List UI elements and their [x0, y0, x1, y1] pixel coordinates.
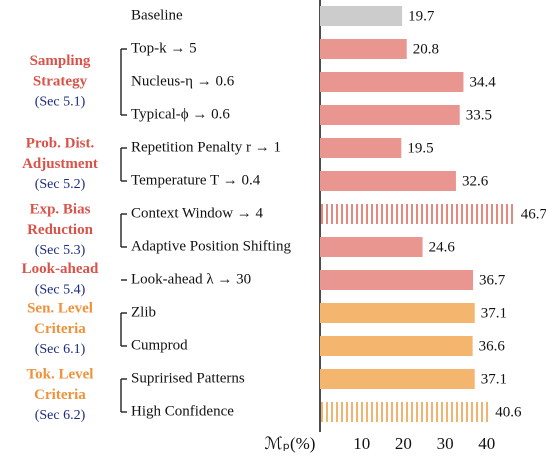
group-label: Look-ahead [22, 261, 99, 277]
category-label: Nucleus-η → 0.6 [131, 73, 235, 89]
bar [320, 105, 460, 125]
bar [320, 336, 473, 356]
group-label: Prob. Dist. [26, 135, 95, 151]
group-section: (Sec 5.2) [35, 177, 86, 192]
bar [320, 6, 403, 26]
x-tick-label: 40 [478, 434, 495, 453]
category-label: Typical-ϕ → 0.6 [131, 106, 230, 122]
group-section: (Sec 5.4) [35, 282, 86, 297]
value-label: 46.7 [521, 206, 546, 222]
group-label: Exp. Bias [30, 201, 91, 217]
group-label: Criteria [34, 387, 86, 403]
category-label: Context Window → 4 [131, 205, 264, 221]
value-label: 19.7 [408, 8, 435, 24]
bar [320, 204, 515, 224]
value-label: 40.6 [495, 404, 522, 420]
category-label: Cumprod [131, 337, 188, 353]
value-label: 36.6 [479, 338, 506, 354]
x-tick-label: 30 [437, 434, 454, 453]
bar [320, 138, 402, 158]
value-label: 36.7 [479, 272, 506, 288]
category-label: Suprirised Patterns [131, 370, 245, 386]
value-label: 34.4 [469, 74, 496, 90]
x-tick-label: 20 [395, 434, 412, 453]
x-axis-label: ℳₚ(%) [265, 434, 316, 453]
bar [320, 369, 475, 389]
group-label: Tok. Level [27, 366, 94, 382]
group-label: Strategy [33, 73, 88, 89]
category-label: Baseline [131, 7, 183, 23]
group-section: (Sec 5.1) [35, 95, 86, 110]
group-label: Reduction [27, 222, 93, 238]
bar [320, 72, 464, 92]
group-section: (Sec 6.2) [35, 408, 86, 423]
value-label: 37.1 [481, 371, 507, 387]
group-label: Adjustment [22, 156, 98, 172]
value-label: 24.6 [429, 239, 456, 255]
bar [320, 171, 456, 191]
bar [320, 39, 407, 59]
x-tick-label: 10 [353, 434, 370, 453]
category-label: Temperature T → 0.4 [131, 172, 261, 188]
category-label: High Confidence [131, 403, 234, 419]
category-label: Adaptive Position Shifting [131, 238, 292, 254]
group-label: Sampling [30, 53, 91, 69]
value-label: 20.8 [413, 41, 439, 57]
bar [320, 402, 490, 422]
category-label: Zlib [131, 304, 156, 320]
group-section: (Sec 6.1) [35, 342, 86, 357]
bar [320, 303, 475, 323]
bar [320, 270, 474, 290]
value-label: 37.1 [481, 305, 507, 321]
category-label: Top-k → 5 [131, 40, 197, 56]
category-label: Look-ahead λ → 30 [131, 271, 251, 287]
bar [320, 237, 423, 257]
value-label: 32.6 [462, 173, 489, 189]
group-label: Criteria [34, 321, 86, 337]
group-section: (Sec 5.3) [35, 243, 86, 258]
category-label: Repetition Penalty r → 1 [131, 139, 281, 155]
value-label: 19.5 [407, 140, 433, 156]
value-label: 33.5 [466, 107, 492, 123]
group-label: Sen. Level [27, 300, 93, 316]
